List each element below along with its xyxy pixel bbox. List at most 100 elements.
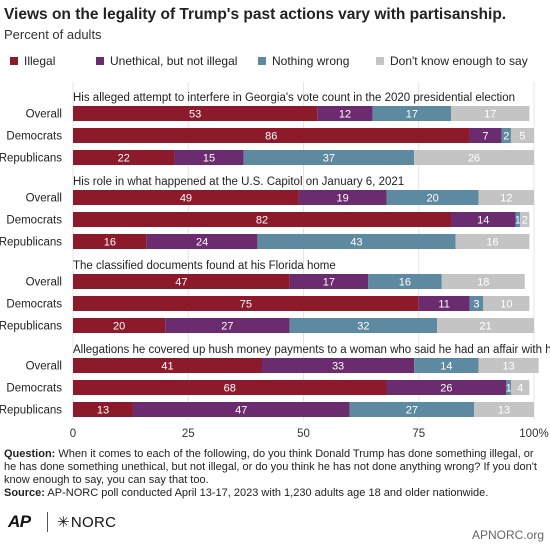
data-label: 1: [506, 383, 512, 395]
data-label: 68: [224, 383, 236, 395]
logo-divider: [47, 512, 48, 532]
bar-segment: [483, 296, 530, 311]
bar-segment: [469, 296, 484, 311]
norc-star-icon: ✳: [57, 514, 70, 531]
bar-segment: [414, 150, 534, 165]
bar-segment: [520, 212, 530, 227]
category-label: Republicans: [0, 321, 62, 333]
bar-segment: [146, 234, 258, 249]
legend-label-illegal: Illegal: [24, 54, 56, 68]
bar-segment: [515, 212, 521, 227]
data-label: 47: [175, 277, 187, 289]
source-text: AP-NORC poll conducted April 13-17, 2023…: [47, 487, 489, 499]
data-label: 16: [104, 237, 116, 249]
data-label: 53: [189, 109, 201, 121]
legend-item-illegal: Illegal: [10, 54, 55, 68]
data-label: 49: [180, 193, 192, 205]
data-label: 14: [440, 361, 452, 373]
data-label: 12: [500, 193, 512, 205]
data-label: 2: [522, 215, 528, 227]
data-label: 5: [519, 131, 525, 143]
data-label: 27: [221, 321, 233, 333]
data-label: 21: [479, 321, 491, 333]
legend-swatch-illegal: [10, 57, 18, 65]
legend-label-unethical: Unethical, but not illegal: [110, 54, 238, 68]
category-label: Overall: [26, 361, 62, 373]
footnote: Question: When it comes to each of the f…: [4, 448, 544, 500]
bar-segment: [451, 212, 516, 227]
bar-segment: [506, 380, 511, 395]
data-label: 41: [161, 361, 173, 373]
data-label: 10: [500, 299, 512, 311]
bar-segment: [386, 190, 479, 205]
x-tick-label: 50: [297, 428, 310, 440]
bar-segment: [510, 128, 534, 143]
category-label: Overall: [26, 193, 62, 205]
data-label: 18: [477, 277, 489, 289]
bar-segment: [132, 402, 350, 417]
data-label: 17: [484, 109, 496, 121]
data-label: 3: [473, 299, 479, 311]
legend-item-dont-know: Don't know enough to say: [376, 54, 528, 68]
group-label: His alleged attempt to interfere in Geor…: [73, 92, 515, 104]
data-label: 86: [265, 131, 277, 143]
bar-segment: [262, 358, 415, 373]
data-label: 26: [468, 153, 480, 165]
bar-segment: [289, 318, 438, 333]
category-label: Democrats: [6, 299, 62, 311]
bar-segment: [73, 106, 318, 121]
bar-segment: [73, 212, 452, 227]
legend-swatch-unethical: [96, 57, 104, 65]
data-label: 13: [503, 361, 515, 373]
data-label: 13: [498, 405, 510, 417]
group-label: Allegations he covered up hush money pay…: [73, 344, 550, 356]
data-label: 12: [339, 109, 351, 121]
bar-segment: [372, 106, 452, 121]
bar-segment: [174, 150, 244, 165]
data-label: 17: [406, 109, 418, 121]
category-label: Democrats: [6, 383, 62, 395]
site-url: APNORC.org: [471, 528, 544, 542]
bar-segment: [510, 380, 530, 395]
x-tick-label: 75: [412, 428, 425, 440]
ap-logo: AP: [8, 512, 31, 531]
data-label: 17: [323, 277, 335, 289]
category-label: Republicans: [0, 405, 62, 417]
category-label: Democrats: [6, 131, 62, 143]
bar-segment: [478, 190, 534, 205]
bar-segment: [73, 274, 290, 289]
bar-segment: [73, 402, 133, 417]
bar-segment: [349, 402, 475, 417]
bar-segment: [441, 274, 525, 289]
chart-title: Views on the legality of Trump's past ac…: [4, 6, 507, 23]
x-tick-label: 0: [70, 428, 76, 440]
source-label: Source:: [4, 487, 45, 499]
group-label: The classified documents found at his Fl…: [73, 260, 336, 272]
bar-segment: [73, 358, 263, 373]
question-label: Question:: [4, 448, 56, 460]
data-label: 33: [332, 361, 344, 373]
data-label: 13: [97, 405, 109, 417]
data-label: 43: [350, 237, 362, 249]
bar-segment: [73, 150, 175, 165]
bar-segment: [455, 234, 530, 249]
bar-segment: [368, 274, 442, 289]
bar-segment: [257, 234, 456, 249]
data-label: 2: [503, 131, 509, 143]
data-label: 14: [477, 215, 489, 227]
norc-logo: ✳NORC: [57, 513, 116, 531]
legend-item-unethical: Unethical, but not illegal: [96, 54, 237, 68]
data-label: 1: [515, 215, 521, 227]
category-label: Overall: [26, 277, 62, 289]
category-label: Republicans: [0, 237, 62, 249]
bar-segment: [451, 106, 530, 121]
bar-segment: [386, 380, 507, 395]
data-label: 82: [256, 215, 268, 227]
data-label: 37: [323, 153, 335, 165]
bar-segment: [289, 274, 369, 289]
category-label: Republicans: [0, 153, 62, 165]
bar-segment: [73, 190, 299, 205]
bar-segment: [73, 296, 419, 311]
data-label: 7: [483, 131, 489, 143]
